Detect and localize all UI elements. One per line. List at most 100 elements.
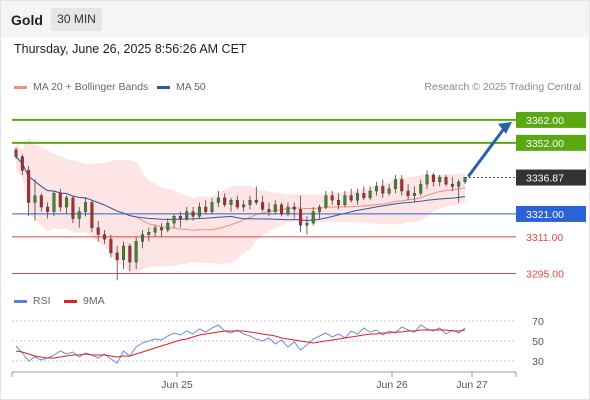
legend-bollinger-swatch [14, 85, 27, 89]
candle-body [381, 186, 385, 194]
legend-ma50-swatch [157, 85, 170, 89]
candle-body [400, 179, 404, 192]
candle-body [305, 222, 309, 226]
candle-body [311, 211, 315, 224]
legend-rsi-ma-swatch [64, 299, 77, 303]
level-tag-3352.00 [516, 134, 586, 151]
candle-body [318, 206, 322, 212]
legend-rsi-label: RSI [33, 295, 51, 307]
current-price-tag [516, 169, 586, 186]
legend-rsi-swatch [14, 299, 27, 303]
candle-body [450, 183, 454, 187]
candle-body [103, 234, 107, 240]
candle-body [273, 204, 277, 212]
rsi-level-label: 30 [532, 356, 544, 368]
candle-body [96, 227, 100, 235]
candle-body [387, 188, 391, 194]
candle-body [286, 206, 290, 215]
level-tag-3321.00 [516, 205, 586, 222]
ma50-line [15, 156, 466, 221]
candle-body [71, 197, 75, 219]
candle-body [343, 195, 347, 205]
candle-body [242, 204, 246, 208]
forecast-arrow-head [498, 121, 512, 134]
candle-body [58, 193, 62, 208]
candle-body [172, 216, 176, 224]
x-axis-tick-label: Jun 26 [376, 379, 408, 391]
candle-body [46, 206, 50, 212]
legend-bollinger-label: MA 20 + Bollinger Bands [33, 81, 149, 93]
candle-body [178, 216, 182, 219]
bollinger-band-area [16, 138, 465, 273]
candle-body [337, 199, 341, 205]
current-price-label: 3336.87 [526, 173, 564, 185]
timestamp: Thursday, June 26, 2025 8:56:26 AM CET [14, 42, 247, 56]
candle-body [457, 181, 461, 187]
candle-body [349, 195, 353, 201]
candle-body [166, 222, 170, 231]
candle-body [355, 193, 359, 201]
rsi-level-label: 50 [532, 336, 544, 348]
legend-ma50: MA 50 [157, 81, 206, 93]
instrument-title: Gold [11, 12, 43, 28]
candle-body [368, 190, 372, 199]
candle-body [159, 227, 163, 231]
candle-body [374, 186, 378, 192]
candle-body [185, 211, 189, 219]
candle-body [20, 156, 24, 171]
candle-body [431, 174, 435, 183]
candle-body [292, 206, 296, 210]
candle-body [128, 245, 132, 263]
credit-text: Research © 2025 Trading Central [424, 81, 581, 93]
candle-body [229, 199, 233, 205]
candle-body [216, 197, 220, 203]
rsi-ma-line [15, 329, 466, 359]
candle-body [197, 206, 201, 217]
candle-body [438, 177, 442, 183]
header-bar: Gold 30 MIN [1, 1, 589, 37]
legend-bollinger: MA 20 + Bollinger Bands [14, 81, 148, 93]
candle-body [140, 234, 144, 242]
candle-body [77, 211, 81, 219]
candle-body [235, 199, 239, 208]
candle-body [153, 227, 157, 233]
candle-body [33, 195, 37, 203]
x-axis-tick-label: Jun 25 [161, 379, 193, 391]
level-label-3321.00: 3321.00 [526, 209, 564, 221]
legend-ma50-label: MA 50 [176, 81, 206, 93]
candle-body [84, 202, 88, 212]
candle-body [444, 177, 448, 185]
candle-body [248, 199, 252, 205]
candle-body [223, 197, 227, 205]
rsi-level-label: 70 [532, 316, 544, 328]
candle-body [324, 195, 328, 208]
level-label-3295.00: 3295.00 [526, 269, 564, 281]
candle-body [115, 252, 119, 260]
candle-body [419, 183, 423, 194]
candle-body [39, 195, 43, 208]
candle-body [90, 202, 94, 228]
legend-rsi: RSI [14, 295, 51, 307]
candle-body [122, 245, 126, 260]
candle-body [362, 193, 366, 199]
timeframe-button[interactable]: 30 MIN [51, 8, 102, 31]
candle-body [52, 193, 56, 212]
candle-body [412, 193, 416, 196]
legend-rsi-ma-label: 9MA [83, 295, 105, 307]
candle-body [109, 238, 113, 254]
candle-body [299, 209, 303, 226]
forecast-arrow-shaft [467, 124, 508, 178]
candle-body [147, 232, 151, 235]
candle-body [204, 206, 208, 212]
candle-body [393, 179, 397, 189]
level-label-3311.00: 3311.00 [526, 232, 563, 244]
candle-body [254, 199, 258, 203]
candle-body [267, 209, 271, 212]
candle-body [261, 202, 265, 210]
candle-body [425, 174, 429, 185]
candle-body [134, 241, 138, 263]
candle-body [280, 204, 284, 215]
candle-body [27, 170, 31, 203]
